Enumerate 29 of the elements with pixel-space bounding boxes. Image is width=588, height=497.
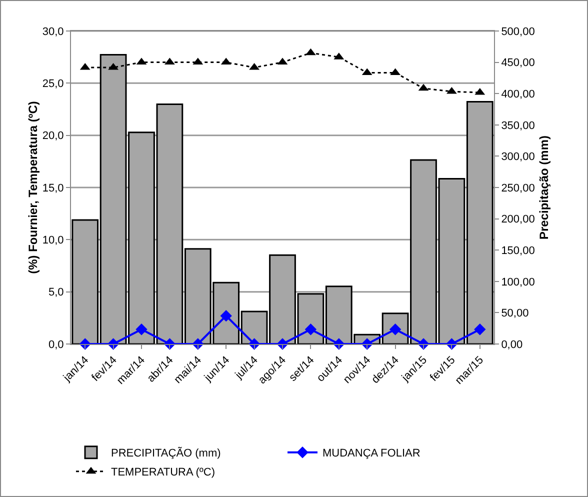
y-axis-title: (%) Fournier, Temperatura (ºC) [26,101,40,274]
y2-tick-label: 0,00 [501,338,523,351]
y-tick-label: 15,0 [42,182,64,194]
y2-tick-label: 400,00 [501,88,535,100]
y-tick-label: 10,0 [42,234,64,247]
y2-axis-title: Precipitação (mm) [536,135,551,240]
y-tick-label: 25,0 [42,78,64,90]
point [304,324,317,336]
legend-label: PRECIPITAÇÃO (mm) [111,446,221,460]
y2-tick-label: 150,00 [501,244,535,257]
y-tick-label: 20,0 [42,130,64,142]
y2-tick-label: 500,00 [501,26,535,38]
y-tick-label: 0,0 [48,338,64,351]
y2-tick-label: 100,00 [501,276,535,288]
point [220,310,232,322]
y2-tick-label: 50,00 [501,308,529,320]
point [164,58,175,65]
legend-label: TEMPERATURA (ºC) [111,466,216,479]
y-tick-label: 30,0 [42,26,64,38]
point [306,48,316,56]
legend-label: MUDANÇA FOLIAR [322,448,420,460]
y2-tick-label: 200,00 [501,214,535,226]
y-tick-label: 5,0 [48,286,64,299]
y2-tick-label: 350,00 [501,120,535,132]
point [136,324,148,336]
point [474,324,486,336]
y2-tick-label: 300,00 [501,151,535,164]
y2-tick-label: 250,00 [501,182,535,194]
y2-tick-label: 450,00 [501,57,535,70]
